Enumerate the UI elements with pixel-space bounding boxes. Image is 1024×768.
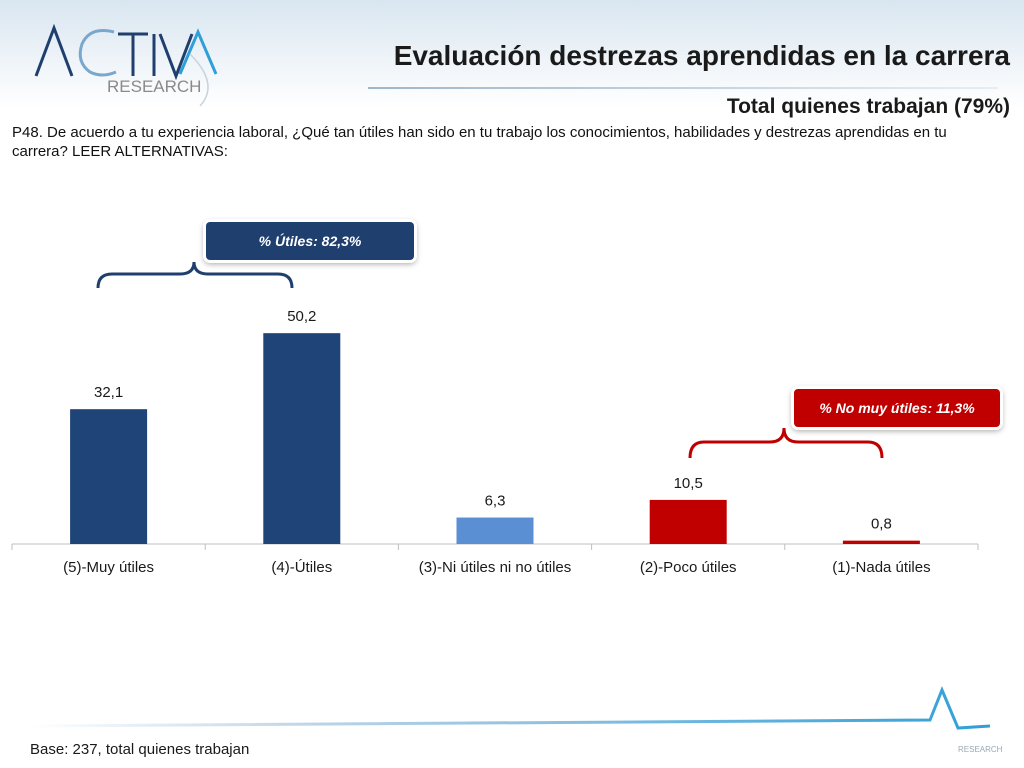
bar-value-label: 32,1	[94, 384, 123, 401]
bar-value-label: 0,8	[871, 516, 892, 533]
bar-2	[263, 333, 341, 544]
bar-value-label: 6,3	[485, 493, 506, 510]
svg-text:RESEARCH: RESEARCH	[958, 745, 1003, 754]
bar-1	[70, 409, 148, 544]
page-title: Evaluación destrezas aprendidas en la ca…	[393, 40, 1010, 71]
svg-text:RESEARCH: RESEARCH	[107, 77, 201, 96]
x-tick-label: (1)-Nada útiles	[832, 559, 930, 576]
no-muy-utiles-callout: % No muy útiles: 11,3%	[794, 389, 1000, 427]
question-text: P48. De acuerdo a tu experiencia laboral…	[12, 124, 947, 160]
bar-value-label: 50,2	[287, 308, 316, 325]
bars-layer: 32,1 (5)-Muy útiles 50,2 (4)-Útiles 6,3 (3)-N…	[11, 308, 979, 576]
x-tick-label: (3)-Ni útiles ni no útiles	[419, 559, 572, 576]
base-note: Base: 237, total quienes trabajan	[30, 741, 250, 758]
bar-5	[842, 540, 920, 544]
x-tick-label: (5)-Muy útiles	[63, 559, 154, 576]
header-band	[0, 0, 1024, 108]
x-tick-label: (2)-Poco útiles	[640, 559, 737, 576]
bar-value-label: 10,5	[674, 475, 703, 492]
x-tick-label: (4)-Útiles	[271, 559, 332, 576]
activa-logo: RESEARCH	[34, 23, 218, 107]
bar-3	[456, 517, 534, 544]
page-subtitle: Total quienes trabajan (79%)	[726, 95, 1010, 118]
bar-chart: 32,1 (5)-Muy útiles 50,2 (4)-Útiles 6,3 (3)-N…	[11, 261, 979, 576]
no-muy-utiles-bracket	[688, 427, 884, 459]
bar-4	[649, 499, 727, 544]
brackets-layer	[96, 261, 884, 459]
bottom-logo-wave: RESEARCH	[29, 686, 1003, 754]
title-divider	[368, 87, 998, 89]
utiles-callout: % Útiles: 82,3%	[206, 222, 414, 260]
utiles-bracket	[96, 261, 294, 289]
